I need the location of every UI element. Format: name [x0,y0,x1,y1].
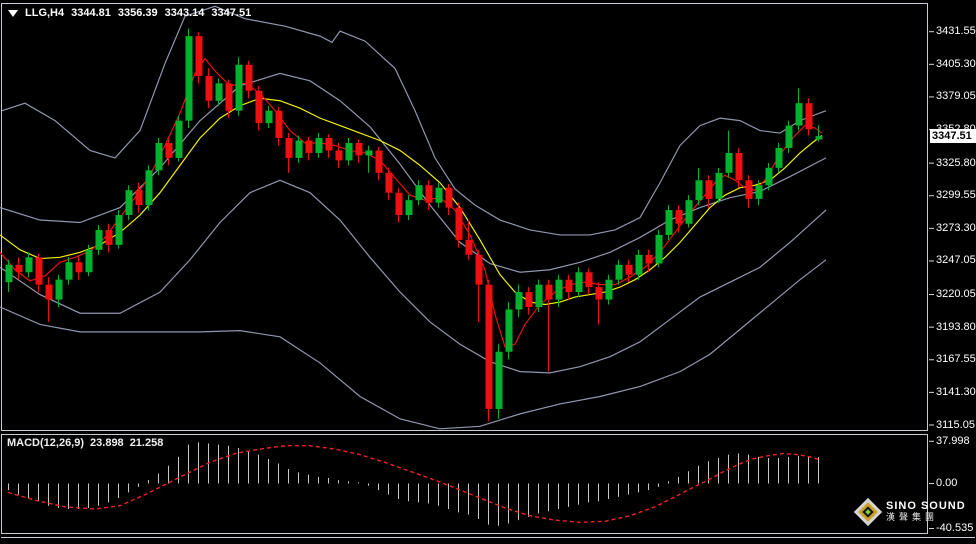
open-value: 3344.81 [71,7,111,19]
macd-axis-label: 37.998 [936,434,970,447]
low-value: 3343.14 [164,7,205,19]
price-axis-label: 3141.30 [936,385,976,398]
current-price-label: 3347.51 [930,129,976,144]
macd-axis-label: -40.535 [936,522,974,535]
price-axis-label: 3431.55 [936,25,976,38]
macd-name: MACD(12,26,9) [7,437,85,449]
macd-axis-label: 0.00 [936,477,958,489]
logo-name: SINO SOUND [886,500,966,512]
macd-signal-value: 21.258 [129,437,164,449]
price-axis-label: 3325.80 [936,156,976,169]
price-axis-label: 3273.30 [936,221,976,234]
price-axis-label: 3220.05 [936,288,976,301]
symbol-period-label: LLG,H4 [25,7,65,19]
price-axis-label: 3405.30 [936,57,976,70]
macd-indicator-panel[interactable] [1,434,928,534]
macd-indicator-label: MACD(12,26,9) 23.898 21.258 [7,437,163,449]
diamond-logo-icon [853,497,883,527]
watermark-logo: SINO SOUND 漢聲集團 [853,497,966,527]
close-value: 3347.51 [211,7,252,19]
main-chart-panel[interactable] [1,3,928,431]
price-axis-label: 3299.55 [936,189,976,202]
macd-main-value: 23.898 [90,437,124,449]
dropdown-arrow-icon[interactable] [8,9,18,17]
next-panel-divider[interactable] [1,537,975,538]
price-axis-label: 3379.05 [936,90,976,103]
logo-cjk-name: 漢聲集團 [886,512,939,522]
high-value: 3356.39 [117,7,158,19]
price-axis-label: 3115.05 [936,418,975,431]
price-axis-label: 3167.55 [936,353,976,366]
price-axis-label: 3193.80 [936,320,976,333]
price-axis-label: 3247.05 [936,254,976,267]
symbol-title: LLG,H4 3344.81 3356.39 3343.14 3347.51 [8,7,251,19]
